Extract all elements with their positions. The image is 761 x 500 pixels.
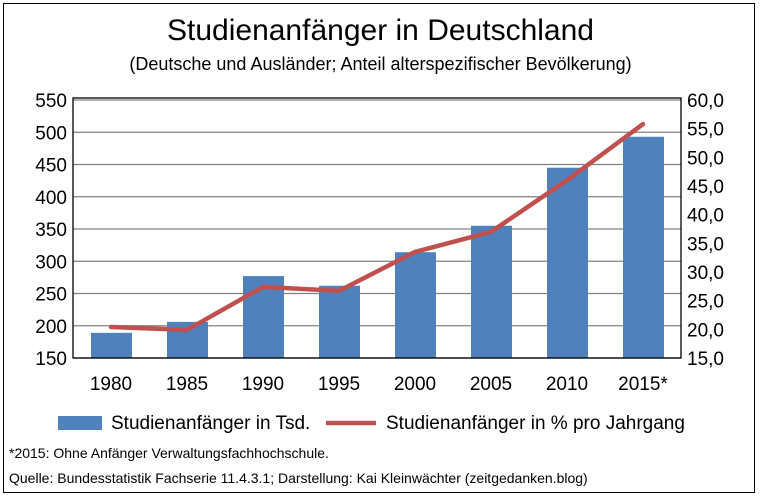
y-left-tick-label: 250 [35, 285, 67, 306]
y-left-tick-label: 150 [35, 349, 67, 370]
chart-title: Studienanfänger in Deutschland [167, 14, 594, 47]
y-left-tick-label: 350 [35, 220, 67, 241]
y-right-tick-label: 45,0 [687, 177, 724, 198]
y-left-tick-label: 450 [35, 156, 67, 177]
y-right-tick-label: 50,0 [687, 148, 724, 169]
chart-frame [3, 3, 755, 493]
y-left-tick-label: 550 [35, 91, 67, 112]
bar [547, 167, 588, 358]
y-right-tick-label: 20,0 [687, 320, 724, 341]
y-right-tick-label: 60,0 [687, 91, 724, 112]
y-right-tick-label: 15,0 [687, 349, 724, 370]
bar [623, 136, 664, 358]
x-tick-label: 1985 [166, 374, 208, 395]
bar [91, 332, 132, 358]
x-tick-label: 2000 [394, 374, 436, 395]
x-tick-label: 1995 [318, 374, 360, 395]
x-tick-label: 1980 [90, 374, 132, 395]
legend-bar-swatch [58, 416, 102, 430]
y-left-tick-label: 500 [35, 123, 67, 144]
y-left-tick-label: 200 [35, 317, 67, 338]
x-tick-label: 2005 [470, 374, 512, 395]
bar [319, 285, 360, 358]
chart-subtitle: (Deutsche und Ausländer; Anteil alterspe… [129, 54, 632, 74]
y-right-tick-label: 40,0 [687, 206, 724, 227]
line-series [108, 121, 646, 333]
y-left-tick-label: 400 [35, 188, 67, 209]
y-right-tick-label: 55,0 [687, 120, 724, 141]
footnote: *2015: Ohne Anfänger Verwaltungsfachhoch… [9, 445, 329, 461]
x-tick-label: 2010 [546, 374, 588, 395]
plot-border [72, 97, 682, 359]
source-note: Quelle: Bundesstatistik Fachserie 11.4.3… [9, 470, 588, 486]
legend-line-label: Studienanfänger in % pro Jahrgang [386, 413, 685, 434]
y-right-tick-label: 30,0 [687, 263, 724, 284]
y-right-tick-label: 25,0 [687, 292, 724, 313]
legend-bar-label: Studienanfänger in Tsd. [111, 413, 310, 434]
bar [395, 252, 436, 358]
x-tick-label: 2015* [618, 374, 668, 395]
x-tick-label: 1990 [242, 374, 284, 395]
y-right-tick-label: 35,0 [687, 234, 724, 255]
bar [471, 225, 512, 358]
y-left-tick-label: 300 [35, 252, 67, 273]
